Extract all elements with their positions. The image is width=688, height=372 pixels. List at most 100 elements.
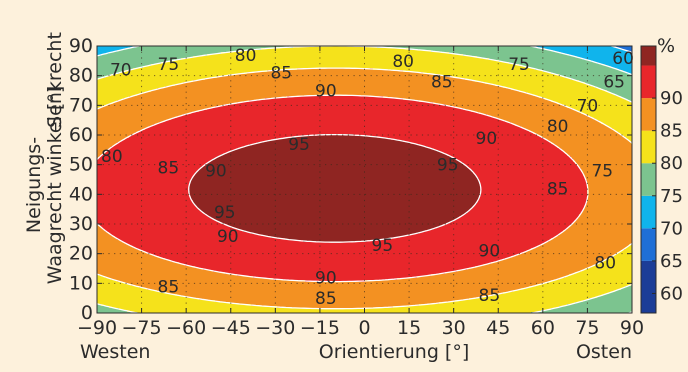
contour-cell (193, 54, 196, 57)
contour-cell (183, 52, 186, 55)
contour-cell (243, 56, 246, 59)
contour-cell (409, 62, 412, 65)
contour-cell (399, 50, 402, 53)
contour-cell (577, 54, 580, 57)
contour-cell (409, 54, 412, 57)
contour-cell (295, 62, 298, 65)
contour-cell (459, 52, 462, 55)
contour-cell (133, 62, 136, 65)
contour-cell (473, 48, 476, 51)
contour-cell (149, 60, 152, 63)
contour-cell (551, 52, 554, 55)
contour-cell (603, 60, 606, 63)
contour-cell (205, 46, 208, 49)
contour-cell (207, 48, 210, 51)
contour-cell (405, 60, 408, 63)
contour-cell (185, 56, 188, 59)
contour-cell (217, 46, 220, 49)
contour-cell (325, 48, 328, 51)
contour-cell (325, 56, 328, 59)
contour-cell (599, 54, 602, 57)
contour-cell (337, 56, 340, 59)
contour-cell (421, 60, 424, 63)
contour-cell (453, 56, 456, 59)
contour-cell (507, 58, 510, 61)
contour-cell (629, 58, 632, 61)
contour-cell (175, 56, 178, 59)
contour-cell (267, 54, 270, 57)
contour-cell (303, 52, 306, 55)
contour-cell (593, 60, 596, 63)
contour-cell (321, 56, 324, 59)
contour-cell (135, 62, 138, 65)
contour-cell (137, 62, 140, 65)
contour-cell (283, 56, 286, 59)
contour-cell (601, 52, 604, 55)
contour-cell (373, 54, 376, 57)
contour-cell (279, 62, 282, 65)
contour-cell (195, 60, 198, 63)
contour-cell (385, 52, 388, 55)
contour-cell (437, 46, 440, 49)
contour-cell (579, 46, 582, 49)
contour-cell (455, 52, 458, 55)
contour-cell (513, 62, 516, 65)
contour-cell (267, 48, 270, 51)
contour-cell (371, 62, 374, 65)
contour-cell (463, 48, 466, 51)
contour-cell (543, 58, 546, 61)
contour-cell (425, 56, 428, 59)
contour-cell (313, 50, 316, 53)
contour-cell (627, 60, 630, 63)
contour-cell (243, 60, 246, 63)
contour-cell (389, 58, 392, 61)
contour-cell (439, 50, 442, 53)
contour-cell (223, 54, 226, 57)
contour-cell (223, 46, 226, 49)
contour-cell (597, 58, 600, 61)
contour-cell (551, 56, 554, 59)
contour-cell (483, 58, 486, 61)
contour-cell (575, 54, 578, 57)
contour-cell (247, 62, 250, 65)
contour-cell (199, 58, 202, 61)
contour-cell (619, 58, 622, 61)
contour-cell (581, 62, 584, 65)
contour-cell (143, 56, 146, 59)
contour-cell (161, 52, 164, 55)
contour-cell (379, 60, 382, 63)
contour-cell (219, 54, 222, 57)
contour-cell (405, 52, 408, 55)
contour-cell (407, 52, 410, 55)
contour-cell (265, 60, 268, 63)
contour-cell (305, 52, 308, 55)
contour-cell (413, 46, 416, 49)
contour-cell (541, 62, 544, 65)
contour-cell (179, 60, 182, 63)
contour-cell (547, 58, 550, 61)
contour-cell (595, 48, 598, 51)
contour-cell (245, 60, 248, 63)
contour-cell (599, 56, 602, 59)
contour-cell (225, 54, 228, 57)
contour-cell (619, 60, 622, 63)
contour-cell (485, 60, 488, 63)
contour-cell (423, 46, 426, 49)
contour-cell (579, 62, 582, 65)
contour-cell (119, 50, 122, 53)
contour-cell (327, 54, 330, 57)
contour-cell (139, 60, 142, 63)
contour-cell (481, 46, 484, 49)
contour-cell (383, 54, 386, 57)
contour-cell (485, 56, 488, 59)
contour-cell (411, 50, 414, 53)
contour-cell (601, 58, 604, 61)
contour-cell (365, 50, 368, 53)
contour-cell (449, 46, 452, 49)
contour-cell (349, 46, 352, 49)
contour-cell (555, 52, 558, 55)
contour-cell (263, 50, 266, 53)
contour-cell (317, 62, 320, 65)
contour-cell (577, 50, 580, 53)
contour-cell (369, 58, 372, 61)
